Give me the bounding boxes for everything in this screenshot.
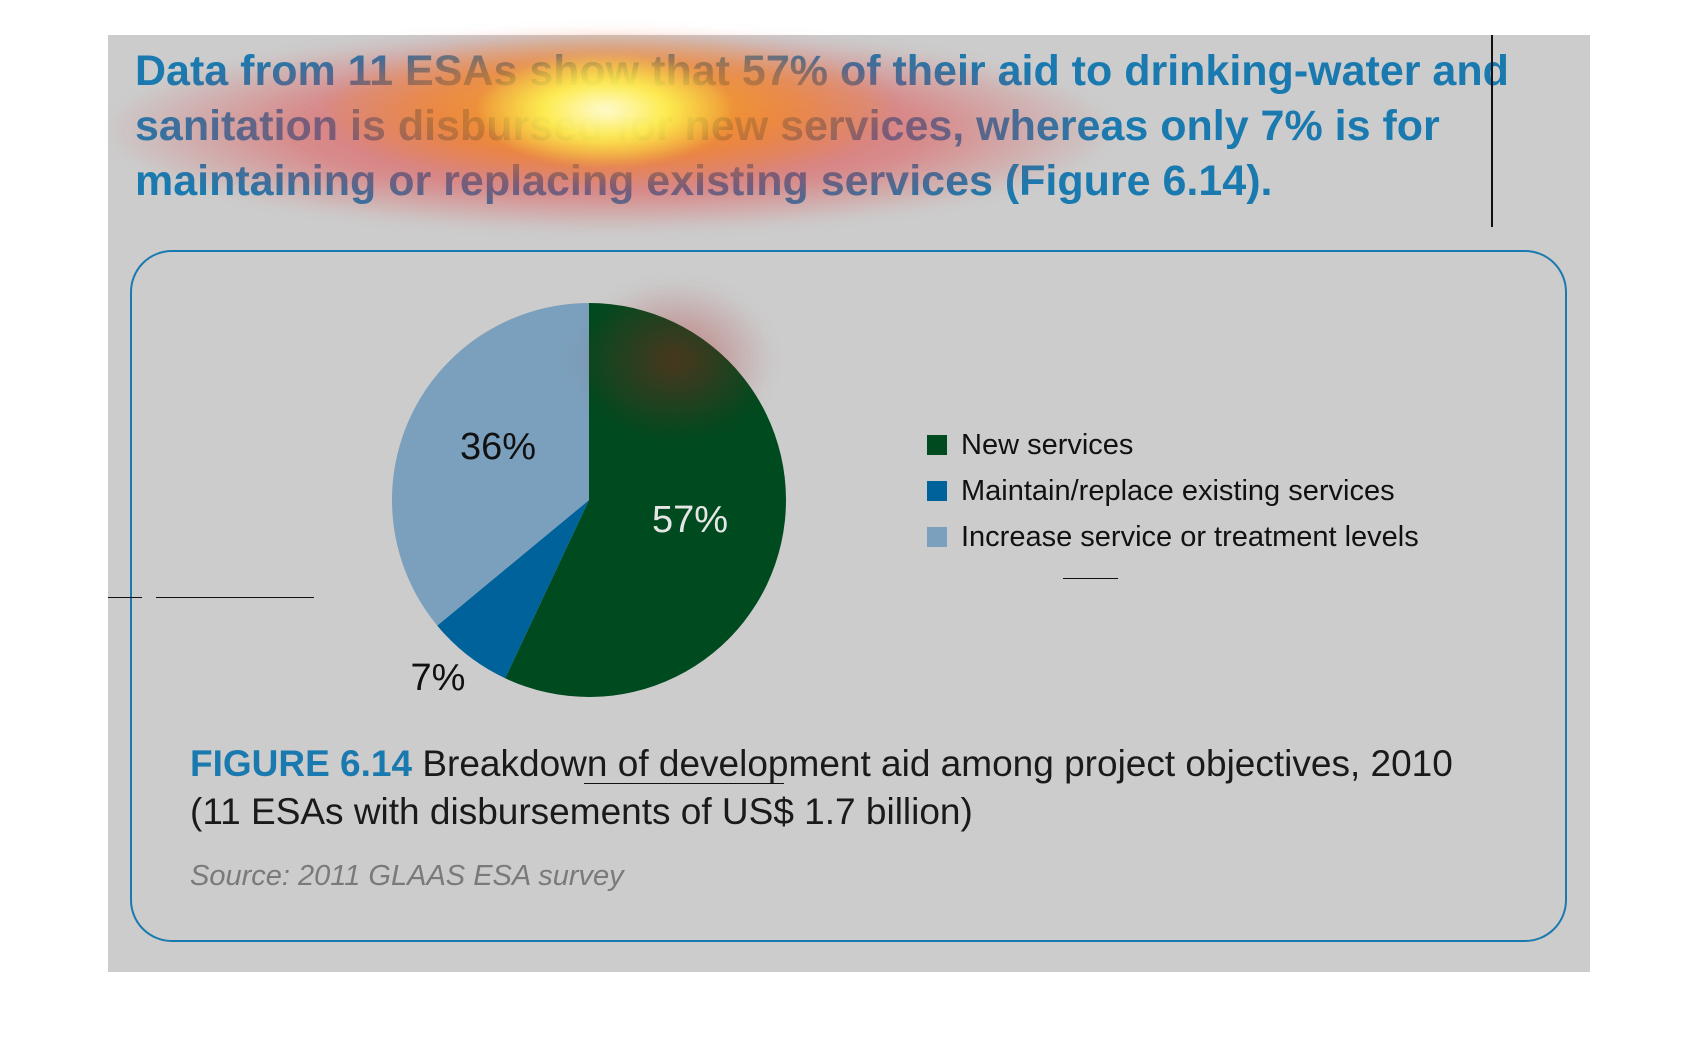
legend-swatch-new-services: [927, 435, 947, 455]
pie-label-maintain-replace-existing-services: 7%: [411, 657, 466, 699]
legend-label-new-services: New services: [961, 428, 1134, 461]
stray-line-left-short: [108, 597, 142, 598]
pie-label-new-services: 57%: [652, 499, 728, 541]
pie-slice-maintain-replace-existing-services: [437, 500, 589, 679]
pie-slice-new-services: [505, 303, 787, 698]
stray-line-caption: [584, 783, 784, 784]
pie-label-increase-service-or-treatment-levels: 36%: [460, 426, 536, 468]
pie-slice-increase-service-or-treatment-levels: [392, 303, 589, 626]
legend-item-increase-levels: Increase service or treatment levels: [927, 514, 1419, 560]
legend-label-increase-levels: Increase service or treatment levels: [961, 520, 1419, 553]
figure-number: FIGURE 6.14: [190, 743, 413, 784]
legend-item-new-services: New services: [927, 422, 1419, 468]
stray-line-legend: [1063, 578, 1118, 579]
chart-legend: New services Maintain/replace existing s…: [927, 422, 1419, 560]
stray-line-left-long: [156, 597, 314, 598]
figure-panel: [130, 250, 1567, 942]
figure-caption: FIGURE 6.14 Breakdown of development aid…: [190, 740, 1490, 836]
legend-item-maintain-replace: Maintain/replace existing services: [927, 468, 1419, 514]
legend-swatch-increase-levels: [927, 527, 947, 547]
legend-label-maintain-replace: Maintain/replace existing services: [961, 474, 1395, 507]
legend-swatch-maintain-replace: [927, 481, 947, 501]
figure-source: Source: 2011 GLAAS ESA survey: [190, 860, 624, 892]
text-cursor-line: [1491, 35, 1493, 227]
figure-caption-text: Breakdown of development aid among proje…: [190, 743, 1453, 832]
